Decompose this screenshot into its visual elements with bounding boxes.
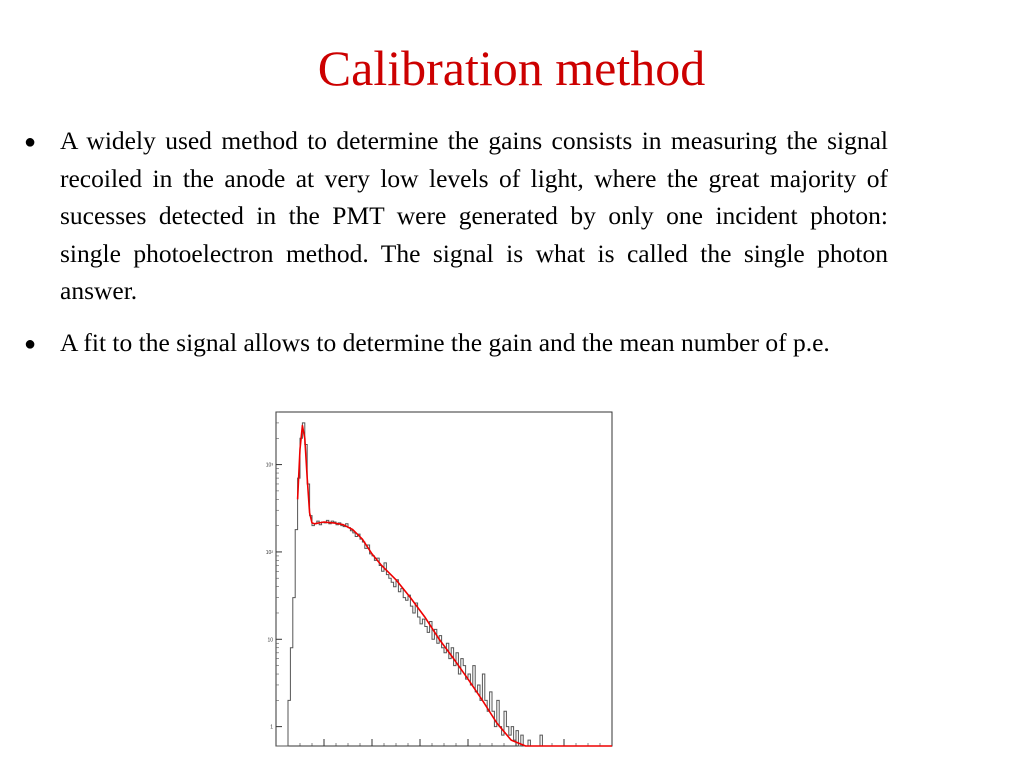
fit-curve-series xyxy=(296,424,612,747)
plot-frame xyxy=(275,411,613,747)
bullet-item: ● A widely used method to determine the … xyxy=(24,122,888,310)
y-tick-label: 10² xyxy=(266,550,274,556)
y-tick-label: 1 xyxy=(270,725,273,731)
spectrum-plot: 1 10 10² 10³ xyxy=(256,408,618,760)
bullet-marker: ● xyxy=(24,131,37,153)
bullet-text: A widely used method to determine the ga… xyxy=(60,126,888,305)
slide-title: Calibration method xyxy=(317,40,706,96)
bullet-marker: ● xyxy=(24,332,37,355)
spectrum-plot-svg: 1 10 10² 10³ xyxy=(266,411,613,747)
bullet-list: ● A widely used method to determine the … xyxy=(24,122,888,375)
y-tick-label: 10 xyxy=(267,637,273,643)
y-tick-label: 10³ xyxy=(266,463,274,469)
bullet-text: A fit to the signal allows to determine … xyxy=(60,327,830,357)
bullet-item: ● A fit to the signal allows to determin… xyxy=(24,324,888,362)
histogram-series xyxy=(276,422,612,747)
